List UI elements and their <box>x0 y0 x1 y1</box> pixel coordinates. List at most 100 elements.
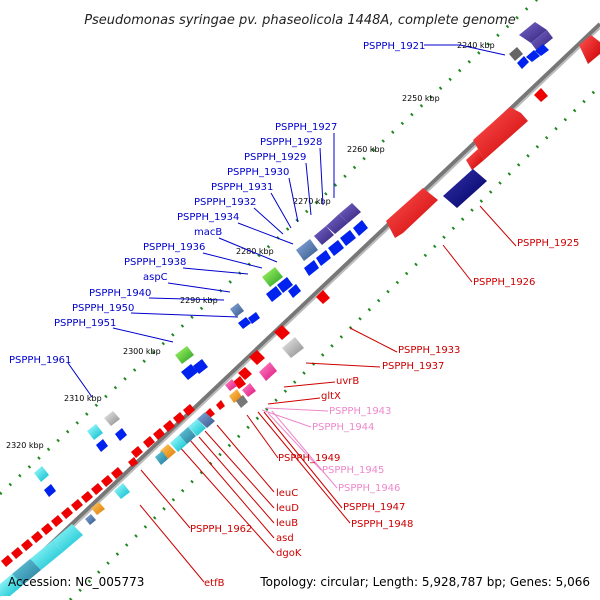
scale-ticks: 2240 kbp 2250 kbp 2260 kbp 2270 kbp 2280… <box>6 41 495 450</box>
gene-label: PSPPH_1962 <box>190 524 252 535</box>
gene-feature <box>173 412 185 424</box>
gene-feature <box>96 439 108 452</box>
gene-feature <box>179 427 196 444</box>
gene-feature <box>517 56 529 69</box>
gene-label: PSPPH_1936 <box>143 242 205 253</box>
gene-feature <box>181 364 198 380</box>
gene-feature <box>163 420 175 432</box>
page-title: Pseudomonas syringae pv. phaseolicola 14… <box>84 13 516 28</box>
gene-feature <box>230 303 244 317</box>
gene-feature <box>316 290 330 304</box>
gene-label: PSPPH_1929 <box>244 152 306 163</box>
gene-label: PSPPH_1930 <box>227 167 289 178</box>
gene-feature <box>353 220 368 236</box>
gene-feature <box>519 22 547 43</box>
gene-label: PSPPH_1932 <box>194 197 256 208</box>
gene-feature <box>216 400 225 410</box>
gene-feature <box>296 239 318 261</box>
gene-label: dgoK <box>276 548 302 559</box>
gene-label: PSPPH_1944 <box>312 422 374 433</box>
gene-feature <box>1 555 13 567</box>
gene-feature <box>314 226 334 245</box>
gene-label: PSPPH_1946 <box>338 483 400 494</box>
gene-feature <box>466 149 484 170</box>
gene-label: asd <box>276 533 294 544</box>
blue-gene-labels: PSPPH_1921 PSPPH_1927 PSPPH_1928 PSPPH_1… <box>9 41 425 366</box>
gene-feature <box>101 475 113 487</box>
gene-feature <box>531 30 553 51</box>
gene-label: PSPPH_1921 <box>363 41 425 52</box>
gene-label: leuD <box>276 503 299 514</box>
gene-feature <box>238 367 252 380</box>
gene-feature <box>328 240 344 256</box>
gene-feature <box>91 502 105 515</box>
gene-feature <box>52 524 83 552</box>
gene-feature <box>155 451 168 465</box>
gene-label: macB <box>194 227 222 238</box>
gene-feature <box>266 286 282 302</box>
gene-label: PSPPH_1937 <box>382 361 444 372</box>
gene-feature <box>104 411 120 426</box>
gene-feature <box>44 484 56 497</box>
gene-label: PSPPH_1951 <box>54 318 116 329</box>
pink-leader-lines <box>261 407 338 489</box>
gene-label: PSPPH_1961 <box>9 355 71 366</box>
pink-gene-labels: PSPPH_1943 PSPPH_1944 PSPPH_1945 PSPPH_1… <box>312 406 400 494</box>
gene-feature <box>51 515 63 527</box>
gene-label: PSPPH_1950 <box>72 303 134 314</box>
gene-label: etfB <box>204 578 225 589</box>
gene-label: PSPPH_1948 <box>351 519 413 530</box>
tick-label: 2280 kbp <box>236 247 274 256</box>
blue-leader-lines <box>67 44 506 398</box>
gene-label: gltX <box>321 391 341 402</box>
gene-feature <box>153 428 165 440</box>
gene-feature <box>242 383 256 397</box>
gene-feature <box>259 362 277 381</box>
gene-label: leuB <box>276 518 298 529</box>
gene-feature <box>71 499 83 511</box>
gene-label: PSPPH_1947 <box>343 502 405 513</box>
reverse-strand-features <box>0 35 600 596</box>
gene-label: PSPPH_1938 <box>124 257 186 268</box>
gene-feature <box>535 44 549 56</box>
gene-feature <box>197 412 215 428</box>
gene-feature <box>143 436 155 448</box>
gene-label: PSPPH_1928 <box>260 137 322 148</box>
tick-label: 2250 kbp <box>402 94 440 103</box>
gene-feature <box>262 267 283 287</box>
gene-feature <box>236 395 248 408</box>
gene-feature <box>473 107 528 160</box>
forward-strand-features <box>34 22 553 497</box>
gene-label: PSPPH_1933 <box>398 345 460 356</box>
gene-feature <box>87 424 103 440</box>
gene-feature <box>274 325 290 340</box>
gene-feature <box>114 483 130 499</box>
tick-label: 2260 kbp <box>347 145 385 154</box>
gene-feature <box>21 539 33 551</box>
gene-feature <box>386 188 438 238</box>
gene-label: PSPPH_1931 <box>211 182 273 193</box>
gene-feature <box>339 203 361 223</box>
gene-label: PSPPH_1949 <box>278 453 340 464</box>
gene-feature <box>304 260 319 276</box>
gene-label: uvrB <box>336 376 359 387</box>
accession-label: Accession: NC_005773 <box>8 575 144 589</box>
gene-feature <box>175 346 194 364</box>
gene-feature <box>277 277 293 293</box>
gene-feature <box>34 466 49 482</box>
gene-feature <box>111 467 123 479</box>
gene-feature <box>128 457 138 467</box>
gene-feature <box>30 541 63 570</box>
tick-label: 2310 kbp <box>64 394 102 403</box>
gene-label: PSPPH_1945 <box>322 465 384 476</box>
gene-feature <box>443 169 487 208</box>
gene-feature <box>509 47 523 61</box>
gene-label: PSPPH_1934 <box>177 212 239 223</box>
gene-feature <box>11 547 23 559</box>
gene-feature <box>238 317 251 329</box>
gene-feature <box>41 523 53 535</box>
tick-label: 2320 kbp <box>6 441 44 450</box>
tick-label: 2290 kbp <box>180 296 218 305</box>
gene-feature <box>229 389 242 403</box>
gene-feature <box>0 574 23 596</box>
